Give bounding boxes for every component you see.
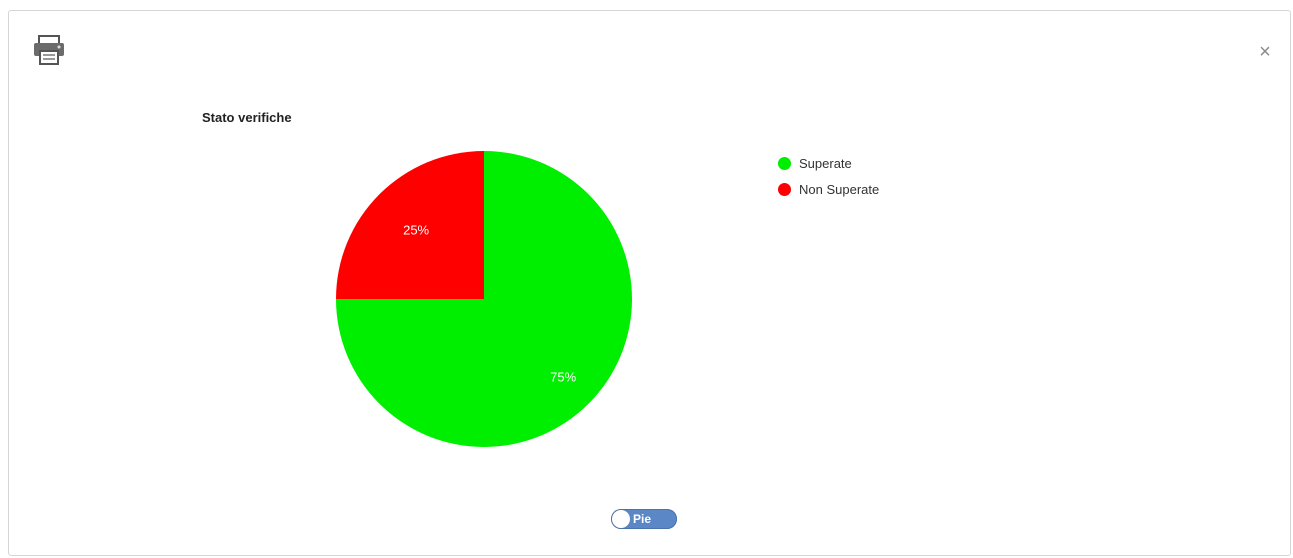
close-button[interactable]: × xyxy=(1259,41,1271,63)
chart-title: Stato verifiche xyxy=(202,110,292,125)
chart-type-toggle[interactable]: Pie xyxy=(611,509,677,529)
chart-dialog: × xyxy=(8,10,1291,556)
pie-data-label: 25% xyxy=(403,223,429,238)
legend-swatch xyxy=(778,182,791,196)
pie-slice-non-superate[interactable] xyxy=(336,151,484,299)
legend-label: Superate xyxy=(799,155,852,171)
toggle-label: Pie xyxy=(633,512,652,526)
chart-legend: Superate Non Superate xyxy=(778,150,879,202)
legend-item-non-superate[interactable]: Non Superate xyxy=(778,176,879,202)
toggle-knob xyxy=(612,510,630,528)
printer-icon[interactable] xyxy=(31,33,69,67)
legend-swatch xyxy=(778,156,791,170)
legend-label: Non Superate xyxy=(799,181,880,197)
legend-item-superate[interactable]: Superate xyxy=(778,150,879,176)
pie-data-label: 75% xyxy=(550,370,576,385)
